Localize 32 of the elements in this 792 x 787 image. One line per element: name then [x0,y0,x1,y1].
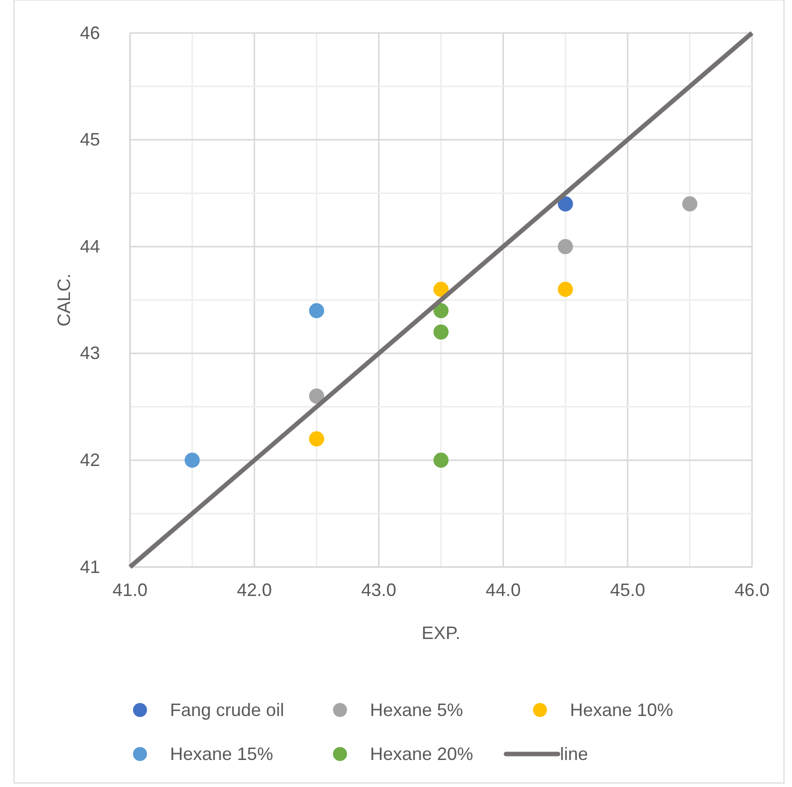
x-tick-label: 42.0 [236,580,272,600]
point [433,324,449,340]
x-tick-label: 41.0 [112,580,148,600]
legend-label: Hexane 10% [570,700,674,720]
x-tick-label: 43.0 [361,580,396,600]
y-tick-label: 46 [80,22,100,43]
point [558,196,573,212]
point [558,282,573,297]
y-tick-label: 42 [80,450,100,470]
x-tick-label: 45.0 [610,580,646,600]
point [184,452,200,468]
x-tick-label: 44.0 [486,580,521,600]
y-tick-label: 41 [80,556,100,577]
legend-label: line [560,744,588,764]
y-axis-title: CALC. [54,273,74,327]
x-axis-title: EXP. [422,623,460,643]
y-tick-label: 45 [80,130,100,150]
point [433,303,449,318]
point [433,452,449,468]
legend-label: Hexane 5% [370,700,464,720]
point [682,196,698,212]
point [309,303,324,318]
legend-label: Fang crude oil [170,700,284,720]
legend-label: Hexane 15% [170,744,274,764]
point [309,431,324,446]
legend-label: Hexane 20% [370,744,474,764]
x-tick-label: 46.0 [734,580,770,600]
y-tick-label: 43 [80,343,100,364]
point [309,388,324,404]
point [558,239,573,254]
point [433,282,449,297]
y-tick-label: 44 [80,236,100,256]
